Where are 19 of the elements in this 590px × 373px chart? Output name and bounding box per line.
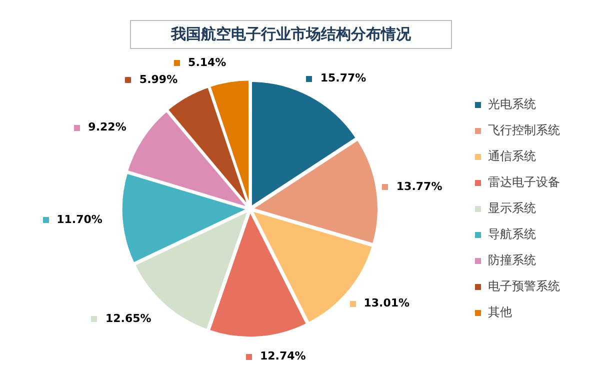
legend-label: 光电系统 (488, 97, 536, 112)
data-label: 15.77% (320, 72, 366, 85)
data-label: 13.01% (364, 296, 410, 310)
legend-label: 通信系统 (488, 149, 536, 164)
data-label: 13.77% (396, 180, 442, 194)
chart-title: 我国航空电子行业市场结构分布情况 (130, 20, 452, 49)
legend-label: 飞行控制系统 (488, 123, 560, 138)
data-label: 5.99% (139, 72, 178, 86)
legend-label: 防撞系统 (488, 253, 536, 268)
legend-label: 显示系统 (488, 201, 536, 216)
data-label: 11.70% (56, 213, 102, 226)
legend-label: 雷达电子设备 (488, 175, 560, 190)
legend-label: 导航系统 (488, 227, 536, 242)
legend-label: 其他 (488, 305, 512, 320)
data-label: 9.22% (88, 120, 126, 134)
data-label: 5.14% (188, 56, 226, 69)
legend-label: 电子预警系统 (488, 279, 560, 294)
data-label: 12.74% (260, 350, 306, 363)
data-label: 12.65% (105, 312, 152, 326)
